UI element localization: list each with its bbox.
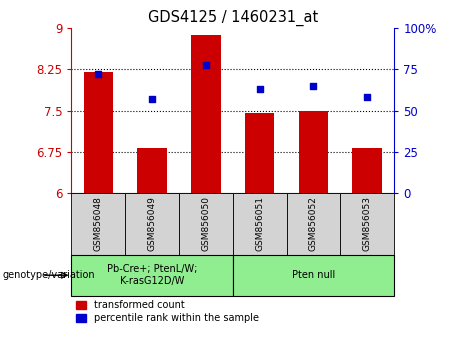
Text: GSM856052: GSM856052 (309, 196, 318, 251)
Bar (233, 255, 394, 296)
Bar (353, 148, 382, 193)
Bar (245, 113, 274, 193)
Text: Pten null: Pten null (292, 270, 335, 280)
Point (202, 62, 210, 67)
Point (148, 96, 156, 102)
Bar (191, 35, 221, 193)
Text: GSM856053: GSM856053 (363, 196, 372, 251)
Point (95, 72, 102, 77)
Bar (71, 255, 233, 296)
Bar (125, 193, 179, 255)
Point (256, 86, 263, 92)
Bar (71, 193, 125, 255)
Text: Pb-Cre+; PtenL/W;
K-rasG12D/W: Pb-Cre+; PtenL/W; K-rasG12D/W (107, 264, 197, 286)
Bar (83, 72, 113, 193)
Bar (340, 193, 394, 255)
Point (310, 83, 317, 89)
Bar (179, 193, 233, 255)
Legend: transformed count, percentile rank within the sample: transformed count, percentile rank withi… (77, 301, 259, 323)
Text: GSM856049: GSM856049 (148, 196, 157, 251)
Bar (299, 111, 328, 193)
Text: genotype/variation: genotype/variation (2, 270, 95, 280)
Bar (287, 193, 340, 255)
Point (364, 95, 371, 100)
Text: GSM856051: GSM856051 (255, 196, 264, 251)
Bar (233, 193, 287, 255)
Title: GDS4125 / 1460231_at: GDS4125 / 1460231_at (148, 9, 318, 25)
Text: GSM856048: GSM856048 (94, 196, 103, 251)
Bar (137, 148, 167, 193)
Text: GSM856050: GSM856050 (201, 196, 210, 251)
